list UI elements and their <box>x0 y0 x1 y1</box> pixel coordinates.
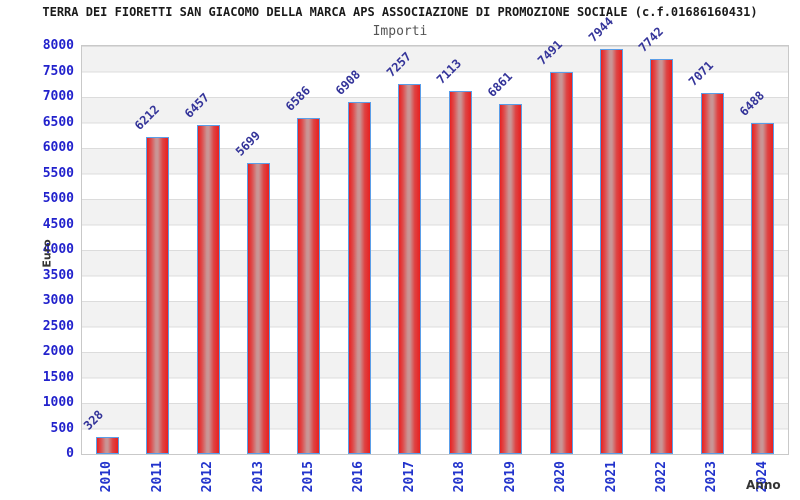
bar-2022 <box>650 59 674 454</box>
y-tick-label: 2000 <box>42 344 74 359</box>
bar-value-label: 7071 <box>686 58 717 90</box>
y-tick-label: 1000 <box>42 395 74 410</box>
bar-2018 <box>448 91 472 454</box>
bar-value-label: 6488 <box>736 88 767 119</box>
x-tick-label: 2012 <box>200 461 216 493</box>
bar-2012 <box>196 124 220 454</box>
y-tick-label: 4000 <box>42 242 74 257</box>
y-tick-label: 1500 <box>42 369 74 385</box>
x-tick-label: 2023 <box>704 461 720 493</box>
chart-title: TERRA DEI FIORETTI SAN GIACOMO DELLA MAR… <box>42 5 758 19</box>
bar-value-label: 6861 <box>484 69 515 100</box>
x-tick-label: 2015 <box>300 461 316 493</box>
x-tick-label: 2010 <box>99 461 115 493</box>
x-axis-title: Anno <box>746 478 781 492</box>
bar-2019 <box>499 104 523 454</box>
bar-2024 <box>751 123 775 454</box>
y-axis-title: Euro <box>40 239 54 268</box>
bar-value-label: 6457 <box>181 90 213 121</box>
bar-value-label: 6212 <box>131 102 162 133</box>
bar-2011 <box>146 137 170 454</box>
y-tick-label: 7500 <box>42 63 74 79</box>
chart-subtitle: Importi <box>372 24 428 39</box>
bar-2020 <box>549 71 573 454</box>
plot-area: 328 6212 6457 5699 6586 6908 7257 7113 6861 7491 7… <box>81 14 789 455</box>
y-tick-label: 500 <box>50 420 74 436</box>
x-tick-label: 2016 <box>351 461 367 493</box>
bar-2016 <box>347 101 371 454</box>
bar-2010 <box>95 437 119 454</box>
bar-value-label: 328 <box>81 407 107 433</box>
bar-value-label: 7944 <box>585 14 616 45</box>
y-tick-label: 5500 <box>42 165 74 181</box>
x-tick-label: 2017 <box>401 461 417 493</box>
bar-value-label: 7257 <box>383 49 414 80</box>
bar-2023 <box>700 93 724 454</box>
y-tick-label: 6500 <box>42 114 74 130</box>
bar-value-label: 5699 <box>232 128 263 160</box>
bar-value-label: 7491 <box>534 37 566 68</box>
x-tick-label: 2011 <box>149 461 165 493</box>
x-tick-label: 2021 <box>603 461 619 493</box>
bar-2013 <box>247 163 270 454</box>
bar-value-label: 6586 <box>282 83 314 114</box>
y-tick-label: 4500 <box>42 216 74 232</box>
y-tick-label: 6000 <box>42 140 74 155</box>
y-tick-label: 2500 <box>42 318 74 334</box>
x-tick-label: 2018 <box>452 461 468 493</box>
x-tick-label: 2019 <box>502 461 518 493</box>
y-tick-label: 3500 <box>42 267 74 283</box>
bar-2015 <box>297 118 321 454</box>
y-tick-label: 0 <box>66 446 74 461</box>
bar-value-label: 6908 <box>333 67 364 98</box>
x-tick-label: 2013 <box>250 461 266 493</box>
x-tick-label: 2020 <box>553 461 569 493</box>
x-tick-label: 2022 <box>653 461 669 493</box>
y-tick-label: 3000 <box>42 293 74 308</box>
bar-2017 <box>398 83 422 454</box>
y-tick-label: 8000 <box>42 38 74 53</box>
y-tick-label: 5000 <box>42 191 74 206</box>
bar-value-label: 7113 <box>434 56 465 87</box>
y-tick-label: 7000 <box>42 89 74 104</box>
bar-2021 <box>600 48 623 454</box>
